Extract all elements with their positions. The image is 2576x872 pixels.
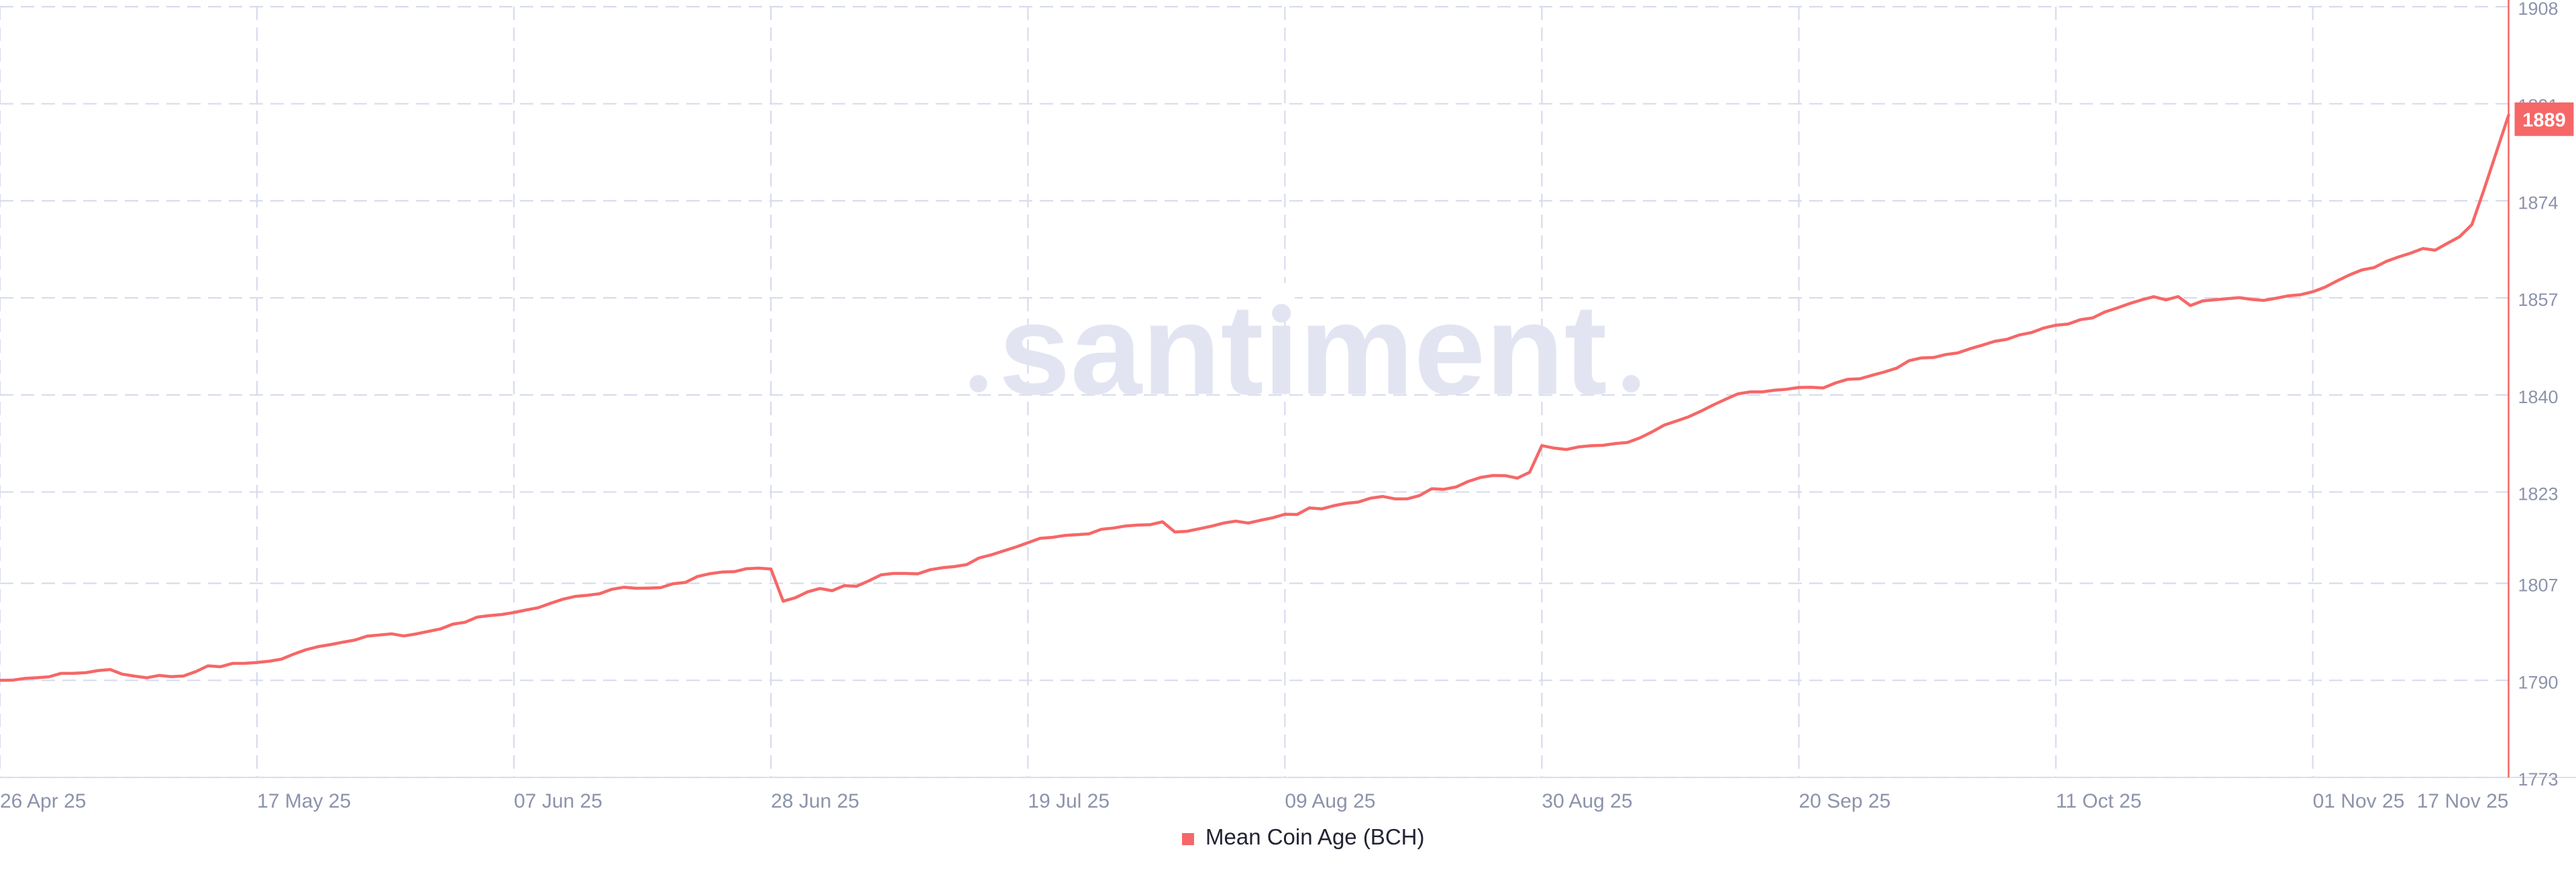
svg-text:1908: 1908	[2518, 0, 2559, 19]
svg-text:09 Aug 25: 09 Aug 25	[1285, 790, 1375, 812]
svg-text:1889: 1889	[2522, 110, 2566, 131]
svg-text:20 Sep 25: 20 Sep 25	[1799, 790, 1891, 812]
svg-text:1790: 1790	[2518, 672, 2559, 692]
svg-text:30 Aug 25: 30 Aug 25	[1542, 790, 1632, 812]
svg-text:santiment: santiment	[999, 277, 1607, 421]
svg-text:17 Nov 25: 17 Nov 25	[2417, 790, 2509, 812]
svg-text:1773: 1773	[2518, 769, 2559, 789]
svg-text:Mean Coin Age (BCH): Mean Coin Age (BCH)	[1205, 824, 1424, 849]
svg-text:19 Jul 25: 19 Jul 25	[1028, 790, 1110, 812]
svg-text:26 Apr 25: 26 Apr 25	[0, 790, 86, 812]
svg-text:1823: 1823	[2518, 484, 2559, 504]
svg-text:11 Oct 25: 11 Oct 25	[2056, 790, 2142, 812]
svg-text:1840: 1840	[2518, 387, 2559, 407]
svg-text:17 May 25: 17 May 25	[257, 790, 351, 812]
svg-text:28 Jun 25: 28 Jun 25	[771, 790, 859, 812]
svg-text:07 Jun 25: 07 Jun 25	[514, 790, 602, 812]
svg-text:1857: 1857	[2518, 290, 2559, 310]
svg-text:01 Nov 25: 01 Nov 25	[2313, 790, 2405, 812]
svg-text:1874: 1874	[2518, 193, 2559, 213]
svg-text:1807: 1807	[2518, 576, 2559, 596]
